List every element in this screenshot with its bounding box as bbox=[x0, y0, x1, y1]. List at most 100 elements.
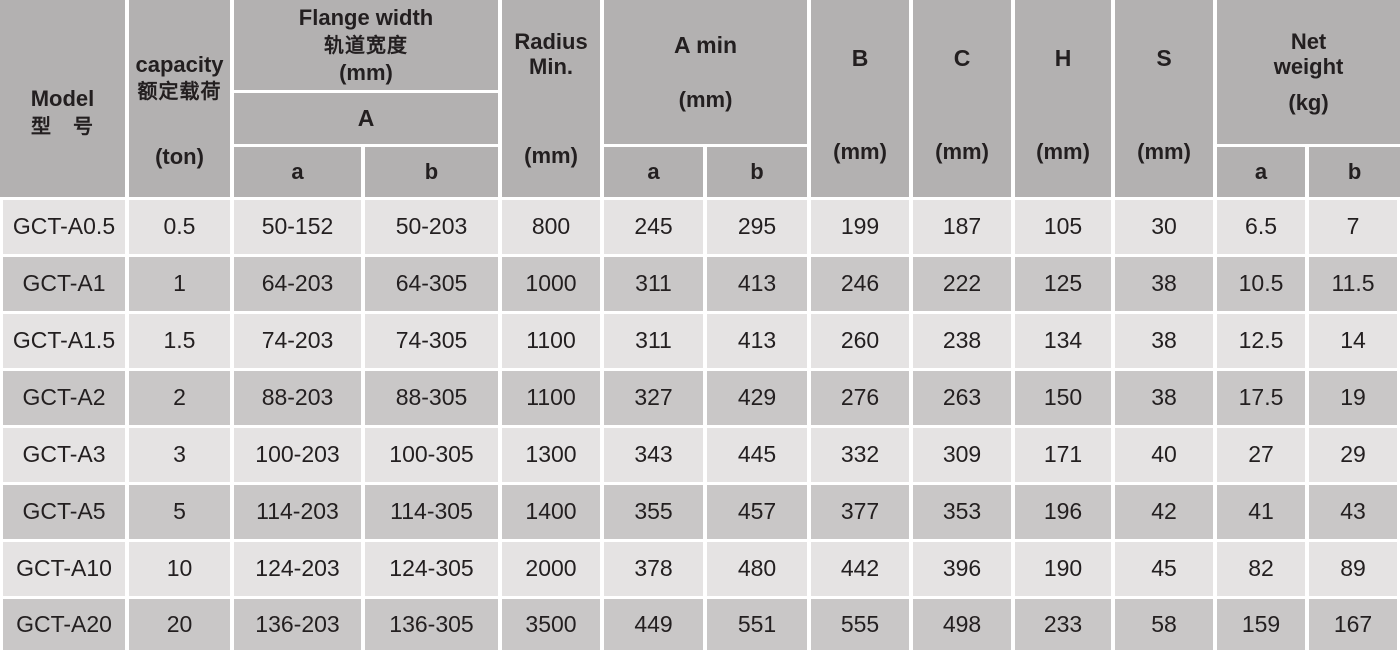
flange-label-en: Flange width bbox=[298, 5, 434, 31]
cell-capacity: 1 bbox=[129, 256, 234, 314]
cell-flange-a: 64-203 bbox=[234, 256, 365, 314]
cell-amin-a: 449 bbox=[604, 598, 708, 650]
cell-capacity: 5 bbox=[129, 484, 234, 542]
cell-radius: 1100 bbox=[502, 313, 605, 371]
cell-h: 105 bbox=[1015, 200, 1116, 257]
cell-s: 38 bbox=[1115, 313, 1218, 371]
cell-flange-b: 64-305 bbox=[365, 256, 503, 314]
cell-model: GCT-A0.5 bbox=[0, 200, 129, 257]
cell-net-b: 43 bbox=[1309, 484, 1400, 542]
cell-net-b: 14 bbox=[1309, 313, 1400, 371]
header-model: Model 型 号 bbox=[0, 0, 129, 200]
cell-amin-a: 245 bbox=[604, 200, 708, 257]
cell-s: 58 bbox=[1115, 598, 1218, 650]
header-flange-sub-a: a bbox=[234, 147, 365, 200]
cell-flange-a: 100-203 bbox=[234, 427, 365, 485]
cell-amin-b: 445 bbox=[707, 427, 812, 485]
cell-s: 42 bbox=[1115, 484, 1218, 542]
cell-net-a: 12.5 bbox=[1217, 313, 1310, 371]
header-net-sub-a: a bbox=[1217, 147, 1310, 200]
cell-c: 263 bbox=[913, 370, 1016, 428]
cell-capacity: 10 bbox=[129, 541, 234, 599]
c-unit: (mm) bbox=[935, 139, 989, 165]
flange-label-zh: 轨道宽度 bbox=[324, 34, 408, 57]
cell-s: 40 bbox=[1115, 427, 1218, 485]
cell-amin-b: 413 bbox=[707, 313, 812, 371]
table-row: GCT-A3 3 100-203 100-305 1300 343 445 33… bbox=[0, 427, 1400, 485]
cell-flange-a: 124-203 bbox=[234, 541, 365, 599]
cell-b: 442 bbox=[811, 541, 914, 599]
header-row-1: Model 型 号 capacity 额定载荷 (ton) Flange wid… bbox=[0, 0, 1400, 200]
cell-amin-a: 327 bbox=[604, 370, 708, 428]
cell-h: 196 bbox=[1015, 484, 1116, 542]
capacity-label-zh: 额定载荷 bbox=[137, 81, 222, 103]
header-s: S (mm) bbox=[1115, 0, 1218, 200]
cell-h: 190 bbox=[1015, 541, 1116, 599]
cell-model: GCT-A1 bbox=[0, 256, 129, 314]
a-min-unit: (mm) bbox=[678, 86, 733, 112]
cell-b: 199 bbox=[811, 200, 914, 257]
h-label: H bbox=[1054, 44, 1072, 71]
cell-c: 222 bbox=[913, 256, 1016, 314]
cell-flange-a: 136-203 bbox=[234, 598, 365, 650]
cell-amin-b: 429 bbox=[707, 370, 812, 428]
cell-net-a: 17.5 bbox=[1217, 370, 1310, 428]
cell-s: 45 bbox=[1115, 541, 1218, 599]
table-row: GCT-A10 10 124-203 124-305 2000 378 480 … bbox=[0, 541, 1400, 599]
cell-flange-a: 114-203 bbox=[234, 484, 365, 542]
b-label: B bbox=[851, 44, 869, 71]
b-unit: (mm) bbox=[833, 139, 887, 165]
cell-model: GCT-A2 bbox=[0, 370, 129, 428]
capacity-unit: (ton) bbox=[155, 144, 204, 169]
cell-h: 233 bbox=[1015, 598, 1116, 650]
cell-capacity: 2 bbox=[129, 370, 234, 428]
cell-amin-b: 480 bbox=[707, 541, 812, 599]
cell-net-a: 27 bbox=[1217, 427, 1310, 485]
cell-s: 38 bbox=[1115, 370, 1218, 428]
cell-radius: 1000 bbox=[502, 256, 605, 314]
a-min-label: A min bbox=[674, 32, 738, 59]
cell-net-a: 82 bbox=[1217, 541, 1310, 599]
cell-net-b: 11.5 bbox=[1309, 256, 1400, 314]
cell-h: 150 bbox=[1015, 370, 1116, 428]
table-body: GCT-A0.5 0.5 50-152 50-203 800 245 295 1… bbox=[0, 200, 1400, 650]
cell-net-b: 7 bbox=[1309, 200, 1400, 257]
cell-s: 38 bbox=[1115, 256, 1218, 314]
header-radius-min: Radius Min. (mm) bbox=[502, 0, 605, 200]
cell-b: 555 bbox=[811, 598, 914, 650]
header-flange-sub-b: b bbox=[365, 147, 503, 200]
cell-flange-b: 88-305 bbox=[365, 370, 503, 428]
cell-radius: 1100 bbox=[502, 370, 605, 428]
cell-amin-b: 295 bbox=[707, 200, 812, 257]
cell-radius: 1300 bbox=[502, 427, 605, 485]
cell-s: 30 bbox=[1115, 200, 1218, 257]
cell-capacity: 1.5 bbox=[129, 313, 234, 371]
cell-amin-a: 311 bbox=[604, 256, 708, 314]
header-flange-group-a: A bbox=[234, 93, 503, 147]
cell-radius: 2000 bbox=[502, 541, 605, 599]
cell-net-b: 89 bbox=[1309, 541, 1400, 599]
net-weight-unit: (kg) bbox=[1288, 89, 1329, 115]
cell-net-b: 19 bbox=[1309, 370, 1400, 428]
cell-net-b: 29 bbox=[1309, 427, 1400, 485]
cell-net-a: 159 bbox=[1217, 598, 1310, 650]
cell-net-a: 10.5 bbox=[1217, 256, 1310, 314]
cell-c: 396 bbox=[913, 541, 1016, 599]
cell-b: 276 bbox=[811, 370, 914, 428]
cell-flange-b: 74-305 bbox=[365, 313, 503, 371]
table-header: Model 型 号 capacity 额定载荷 (ton) Flange wid… bbox=[0, 0, 1400, 200]
cell-flange-a: 74-203 bbox=[234, 313, 365, 371]
header-row-2: A bbox=[0, 93, 1400, 147]
cell-flange-b: 114-305 bbox=[365, 484, 503, 542]
table-row: GCT-A1.5 1.5 74-203 74-305 1100 311 413 … bbox=[0, 313, 1400, 371]
cell-b: 246 bbox=[811, 256, 914, 314]
table-row: GCT-A2 2 88-203 88-305 1100 327 429 276 … bbox=[0, 370, 1400, 428]
s-unit: (mm) bbox=[1137, 139, 1191, 165]
h-unit: (mm) bbox=[1036, 139, 1090, 165]
cell-c: 498 bbox=[913, 598, 1016, 650]
flange-unit: (mm) bbox=[339, 59, 393, 85]
cell-c: 353 bbox=[913, 484, 1016, 542]
cell-c: 187 bbox=[913, 200, 1016, 257]
radius-unit: (mm) bbox=[524, 143, 578, 169]
